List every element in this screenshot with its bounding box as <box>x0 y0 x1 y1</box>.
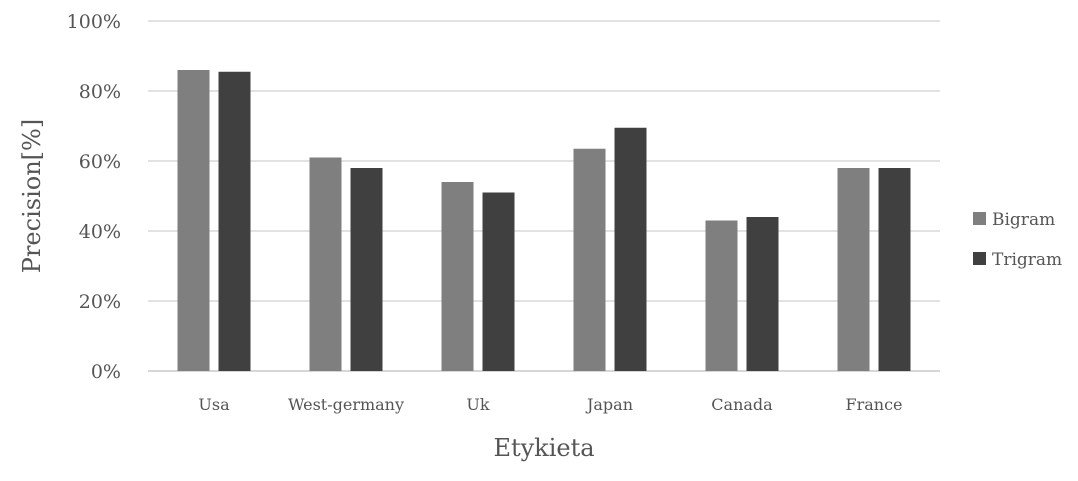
bar-bigram-canada <box>705 220 738 371</box>
y-tick-label: 80% <box>79 81 121 103</box>
x-tick-label: Japan <box>585 395 633 414</box>
bar-series <box>177 70 911 371</box>
bar-trigram-japan <box>614 127 647 371</box>
bar-bigram-uk <box>441 182 474 371</box>
gridlines <box>148 20 940 372</box>
y-tick-label: 0% <box>91 361 121 383</box>
y-axis-tick-labels: 0% 20% 40% 60% 80% 100% <box>67 11 121 383</box>
bar-trigram-west-germany <box>350 168 383 371</box>
legend-label-bigram: Bigram <box>992 210 1055 230</box>
bar-trigram-uk <box>482 192 515 371</box>
x-tick-label: West-germany <box>288 395 404 414</box>
bar-trigram-canada <box>746 217 779 371</box>
bar-bigram-usa <box>177 70 210 371</box>
y-tick-label: 40% <box>79 221 121 243</box>
x-axis-category-labels: Usa West-germany Uk Japan Canada France <box>198 395 902 414</box>
legend-label-trigram: Trigram <box>992 250 1062 270</box>
y-tick-label: 20% <box>79 291 121 313</box>
bar-bigram-france <box>837 168 870 371</box>
legend: Bigram Trigram <box>973 210 1062 270</box>
y-tick-label: 100% <box>67 11 121 33</box>
legend-swatch-trigram <box>973 252 986 265</box>
bar-bigram-japan <box>573 148 606 371</box>
x-axis-title: Etykieta <box>493 434 594 462</box>
x-tick-label: Canada <box>711 395 773 414</box>
bar-trigram-usa <box>218 71 251 371</box>
y-tick-label: 60% <box>79 151 121 173</box>
x-tick-label: Uk <box>466 395 489 414</box>
bar-bigram-west-germany <box>309 157 342 371</box>
x-tick-label: Usa <box>198 395 230 414</box>
y-axis-title: Precision[%] <box>18 119 46 273</box>
legend-swatch-bigram <box>973 212 986 225</box>
x-tick-label: France <box>845 395 902 414</box>
bar-trigram-france <box>878 168 911 371</box>
